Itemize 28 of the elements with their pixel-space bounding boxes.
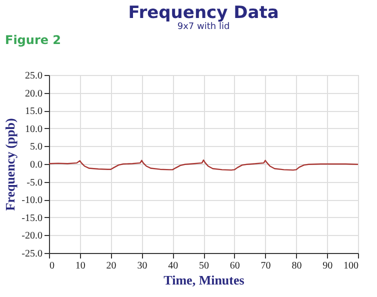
- x-tick-label: 40: [168, 260, 178, 272]
- chart-title: Frequency Data: [128, 3, 279, 23]
- x-axis-title: Time, Minutes: [164, 272, 244, 288]
- x-tick-label: 80: [292, 260, 302, 272]
- x-tick-label: 0: [50, 260, 54, 272]
- y-tick-label: -20.0: [22, 230, 42, 242]
- y-tick-label: 10.0: [25, 124, 42, 135]
- y-tick-label: 15.0: [25, 106, 42, 118]
- y-tick-label: 5.0: [30, 142, 42, 153]
- x-tick-label: 70: [260, 260, 271, 272]
- y-axis-title: Frequency (ppb): [2, 118, 18, 211]
- y-tick-label: -10.0: [22, 195, 42, 206]
- y-tick-label: -25.0: [22, 248, 42, 260]
- y-tick-label: 20.0: [25, 88, 42, 100]
- x-tick-label: 20: [106, 260, 116, 272]
- x-tick-label: 100: [344, 260, 358, 272]
- x-tick-label: 10: [75, 260, 86, 272]
- x-tick-label: 60: [230, 260, 240, 272]
- y-tick-label: 0.0: [30, 160, 42, 170]
- caption: Figure 2: [5, 33, 62, 47]
- y-tick-label: -15.0: [22, 212, 42, 224]
- chart-subtitle: 9x7 with lid: [177, 22, 230, 32]
- x-tick-label: 90: [322, 260, 333, 272]
- y-tick-label: 25.0: [25, 70, 42, 82]
- x-tick-label: 50: [199, 260, 209, 272]
- y-tick-label: -5.0: [26, 177, 42, 188]
- x-tick-label: 30: [137, 260, 148, 272]
- line-series: [48, 159, 359, 171]
